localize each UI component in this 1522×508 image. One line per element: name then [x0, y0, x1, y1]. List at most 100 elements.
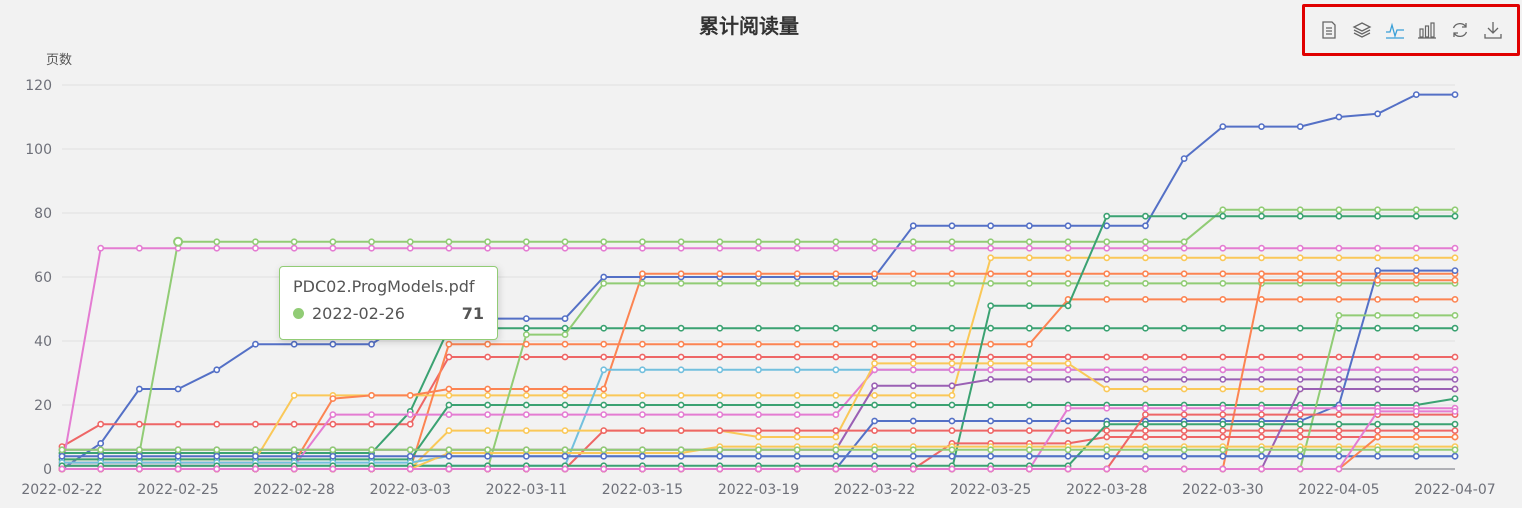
data-point	[522, 238, 530, 246]
data-point	[1219, 465, 1227, 473]
data-point	[484, 244, 492, 252]
data-point	[1219, 279, 1227, 287]
data-point	[1142, 254, 1149, 262]
tooltip-value: 71	[461, 304, 484, 323]
data-point	[522, 385, 530, 393]
data-point	[1064, 238, 1072, 246]
data-point	[406, 411, 414, 418]
data-point	[1451, 385, 1459, 393]
data-point	[1412, 206, 1420, 214]
data-point	[1025, 375, 1033, 383]
data-point	[600, 427, 608, 434]
data-point	[948, 452, 956, 460]
x-tick-label: 2022-04-07	[1414, 482, 1495, 498]
series-line	[62, 279, 1455, 470]
data-point	[1258, 270, 1265, 278]
data-point	[97, 244, 105, 252]
data-view-icon[interactable]	[1318, 19, 1340, 41]
data-point	[1180, 295, 1188, 303]
series-line	[62, 282, 1455, 470]
data-point	[1451, 267, 1459, 274]
data-point	[1335, 452, 1343, 460]
data-point	[484, 385, 492, 393]
data-point	[1374, 452, 1382, 460]
data-point	[716, 366, 724, 374]
stack-icon[interactable]	[1351, 19, 1373, 41]
data-point	[755, 427, 762, 434]
data-point	[1451, 407, 1459, 415]
data-point	[290, 391, 298, 399]
data-point	[1258, 375, 1265, 383]
data-point	[522, 401, 530, 409]
download-icon[interactable]	[1482, 19, 1504, 41]
data-point	[1064, 446, 1072, 454]
data-point	[987, 324, 995, 332]
data-point	[909, 238, 917, 246]
data-point	[677, 411, 685, 418]
data-point	[600, 244, 608, 252]
data-point	[987, 302, 995, 310]
y-tick-label: 0	[43, 462, 52, 478]
data-point	[484, 446, 492, 454]
data-point	[1296, 465, 1304, 473]
chart-title: 累计阅读量	[699, 14, 799, 38]
series-line	[62, 413, 1455, 470]
data-point	[1142, 404, 1149, 412]
data-point	[793, 244, 801, 252]
data-point	[832, 340, 840, 348]
data-point	[1219, 254, 1227, 262]
data-point	[677, 446, 685, 454]
data-point	[871, 446, 878, 454]
data-point	[1064, 353, 1072, 361]
data-point	[1335, 366, 1343, 374]
data-point	[677, 465, 685, 473]
data-point	[987, 366, 995, 374]
data-point	[639, 391, 646, 399]
data-point	[600, 385, 608, 393]
data-point	[871, 353, 878, 361]
data-point	[639, 366, 646, 374]
x-tick-label: 2022-04-05	[1298, 482, 1379, 498]
data-point	[600, 446, 608, 454]
data-point	[445, 401, 453, 409]
data-point	[213, 244, 221, 252]
data-point	[1142, 212, 1149, 220]
line-chart-icon[interactable]	[1384, 19, 1406, 41]
data-point	[871, 401, 878, 409]
data-point	[793, 433, 801, 441]
data-point	[1374, 407, 1382, 415]
data-point	[174, 465, 182, 473]
data-point	[600, 366, 608, 374]
data-point	[871, 270, 878, 278]
data-point	[600, 324, 608, 332]
data-point	[1258, 295, 1265, 303]
data-point	[1374, 366, 1382, 374]
data-point	[1025, 222, 1033, 230]
data-point	[755, 411, 762, 418]
data-point	[716, 452, 724, 460]
data-point	[909, 465, 917, 473]
bar-chart-icon[interactable]	[1416, 19, 1438, 41]
y-tick-label: 100	[25, 142, 52, 158]
data-point	[1103, 433, 1111, 441]
data-point	[1258, 452, 1265, 460]
data-point	[1103, 446, 1111, 454]
data-point	[755, 270, 762, 278]
data-point	[1296, 212, 1304, 220]
data-point	[174, 385, 182, 393]
data-point	[1335, 427, 1343, 434]
data-point	[406, 465, 414, 473]
data-point	[329, 238, 337, 246]
data-point	[1142, 222, 1149, 230]
data-point	[1103, 452, 1111, 460]
data-point	[290, 340, 298, 348]
restore-icon[interactable]	[1449, 19, 1471, 41]
data-point	[1064, 244, 1072, 252]
data-point	[1180, 465, 1188, 473]
data-point	[909, 417, 917, 425]
data-point	[716, 391, 724, 399]
data-point	[522, 391, 530, 399]
data-point	[639, 270, 646, 278]
data-point	[987, 427, 995, 434]
data-point	[677, 340, 685, 348]
